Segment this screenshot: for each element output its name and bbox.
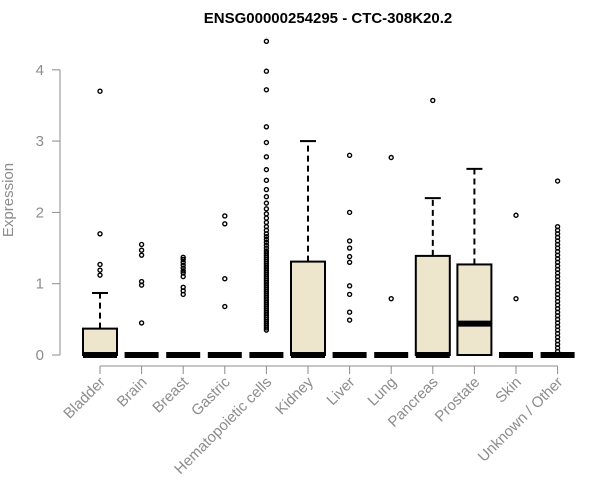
outlier-point — [346, 245, 353, 251]
y-axis: 0 1 2 3 4 — [36, 62, 61, 364]
outlier-point — [263, 200, 270, 206]
box-group — [249, 38, 284, 358]
x-tick-label: Prostate — [432, 374, 484, 426]
outlier-point — [97, 267, 103, 273]
outlier-point — [180, 254, 186, 261]
outlier-point — [138, 320, 145, 326]
outlier-point — [346, 283, 353, 289]
outlier-point — [346, 317, 353, 323]
y-tick-label: 1 — [36, 276, 44, 293]
outlier-point — [263, 154, 270, 160]
outlier-point — [222, 221, 228, 227]
outlier-point — [138, 278, 145, 285]
outlier-point — [263, 68, 270, 74]
outlier-point — [263, 236, 270, 243]
x-tick-label: Bladder — [60, 374, 109, 423]
outlier-point — [180, 256, 186, 263]
outlier-point — [263, 177, 270, 184]
y-tick-label: 3 — [36, 133, 44, 150]
outlier-point — [346, 209, 353, 216]
box-group — [414, 97, 451, 358]
outlier-point — [97, 261, 103, 268]
outlier-point — [388, 295, 394, 302]
y-tick-label: 2 — [36, 204, 44, 221]
chart-title: ENSG00000254295 - CTC-308K20.2 — [204, 10, 452, 27]
outlier-point — [97, 88, 103, 94]
outlier-point — [180, 259, 186, 266]
outlier-point — [263, 124, 270, 130]
outlier-point — [263, 239, 270, 246]
outlier-point — [263, 223, 270, 230]
outlier-point — [388, 154, 394, 161]
outlier-point — [263, 233, 270, 240]
outlier-point — [513, 212, 519, 218]
outlier-point — [222, 276, 228, 282]
x-tick-label: Liver — [323, 374, 358, 409]
outlier-point — [263, 186, 270, 193]
outlier-point — [263, 248, 270, 254]
box-iqr — [414, 254, 451, 357]
outlier-point — [138, 241, 145, 248]
outlier-point — [263, 166, 270, 173]
outlier-point — [138, 252, 145, 258]
outlier-point — [346, 309, 353, 315]
outlier-point — [346, 291, 353, 298]
box-iqr — [456, 263, 493, 357]
box-group — [499, 212, 533, 358]
box-group — [82, 88, 118, 358]
box-group — [207, 213, 242, 358]
outlier-point — [97, 231, 103, 237]
box-group — [124, 241, 159, 358]
outlier-point — [346, 253, 353, 260]
box-group — [166, 254, 201, 358]
outlier-point — [263, 87, 270, 93]
outlier-point — [180, 270, 186, 276]
outlier-point — [346, 238, 353, 244]
box-group — [332, 152, 367, 358]
outlier-point — [263, 211, 270, 217]
outlier-point — [180, 268, 186, 274]
x-tick-label: Lung — [364, 374, 400, 410]
outlier-point — [222, 303, 228, 310]
box-group — [374, 154, 409, 358]
y-axis-label: Expression — [0, 163, 17, 237]
outlier-point — [263, 194, 270, 200]
outlier-point — [554, 178, 561, 184]
plot-area — [82, 38, 575, 358]
box-group — [540, 178, 575, 358]
outlier-point — [554, 223, 561, 230]
outlier-point — [263, 250, 270, 256]
x-tick-label: Skin — [492, 374, 525, 407]
outlier-point — [430, 97, 436, 104]
outlier-point — [513, 295, 519, 302]
outlier-point — [263, 242, 270, 248]
outlier-point — [180, 284, 186, 290]
outlier-point — [138, 247, 145, 253]
y-tick-label: 4 — [36, 62, 44, 79]
outlier-point — [97, 272, 103, 278]
outlier-point — [263, 38, 270, 44]
outlier-point — [180, 262, 186, 268]
outlier-point — [346, 152, 353, 159]
box-iqr — [82, 327, 118, 356]
outlier-point — [263, 206, 270, 212]
x-tick-label: Brain — [114, 374, 151, 411]
outlier-point — [263, 139, 270, 146]
outlier-point — [263, 215, 270, 221]
x-tick-label: Breast — [149, 373, 192, 416]
box-group — [456, 167, 493, 357]
box-iqr — [290, 260, 326, 356]
outlier-point — [222, 213, 228, 219]
y-tick-label: 0 — [36, 347, 44, 364]
outlier-point — [263, 245, 270, 251]
outlier-point — [346, 259, 353, 266]
box-group — [290, 140, 326, 358]
x-tick-label: Kidney — [272, 373, 317, 418]
outlier-point — [263, 219, 270, 226]
outlier-point — [180, 265, 186, 271]
